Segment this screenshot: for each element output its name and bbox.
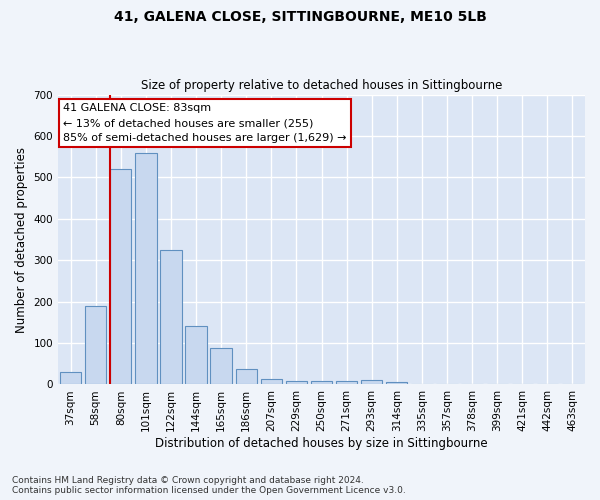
Bar (185, 326, 207, 384)
Title: Size of property relative to detached houses in Sittingbourne: Size of property relative to detached ho… (141, 79, 502, 92)
Bar (260, 380, 282, 384)
Bar (135, 152, 157, 384)
Bar (211, 348, 232, 385)
Bar (160, 250, 182, 384)
Bar (361, 380, 382, 384)
Bar (85, 306, 106, 384)
X-axis label: Distribution of detached houses by size in Sittingbourne: Distribution of detached houses by size … (155, 437, 488, 450)
Text: Contains HM Land Registry data © Crown copyright and database right 2024.
Contai: Contains HM Land Registry data © Crown c… (12, 476, 406, 495)
Bar (236, 368, 257, 384)
Bar (311, 381, 332, 384)
Text: 41, GALENA CLOSE, SITTINGBOURNE, ME10 5LB: 41, GALENA CLOSE, SITTINGBOURNE, ME10 5L… (113, 10, 487, 24)
Bar (386, 382, 407, 384)
Bar (60, 372, 81, 384)
Bar (336, 381, 357, 384)
Y-axis label: Number of detached properties: Number of detached properties (15, 146, 28, 332)
Bar (110, 169, 131, 384)
Text: 41 GALENA CLOSE: 83sqm
← 13% of detached houses are smaller (255)
85% of semi-de: 41 GALENA CLOSE: 83sqm ← 13% of detached… (64, 104, 347, 143)
Bar (286, 381, 307, 384)
